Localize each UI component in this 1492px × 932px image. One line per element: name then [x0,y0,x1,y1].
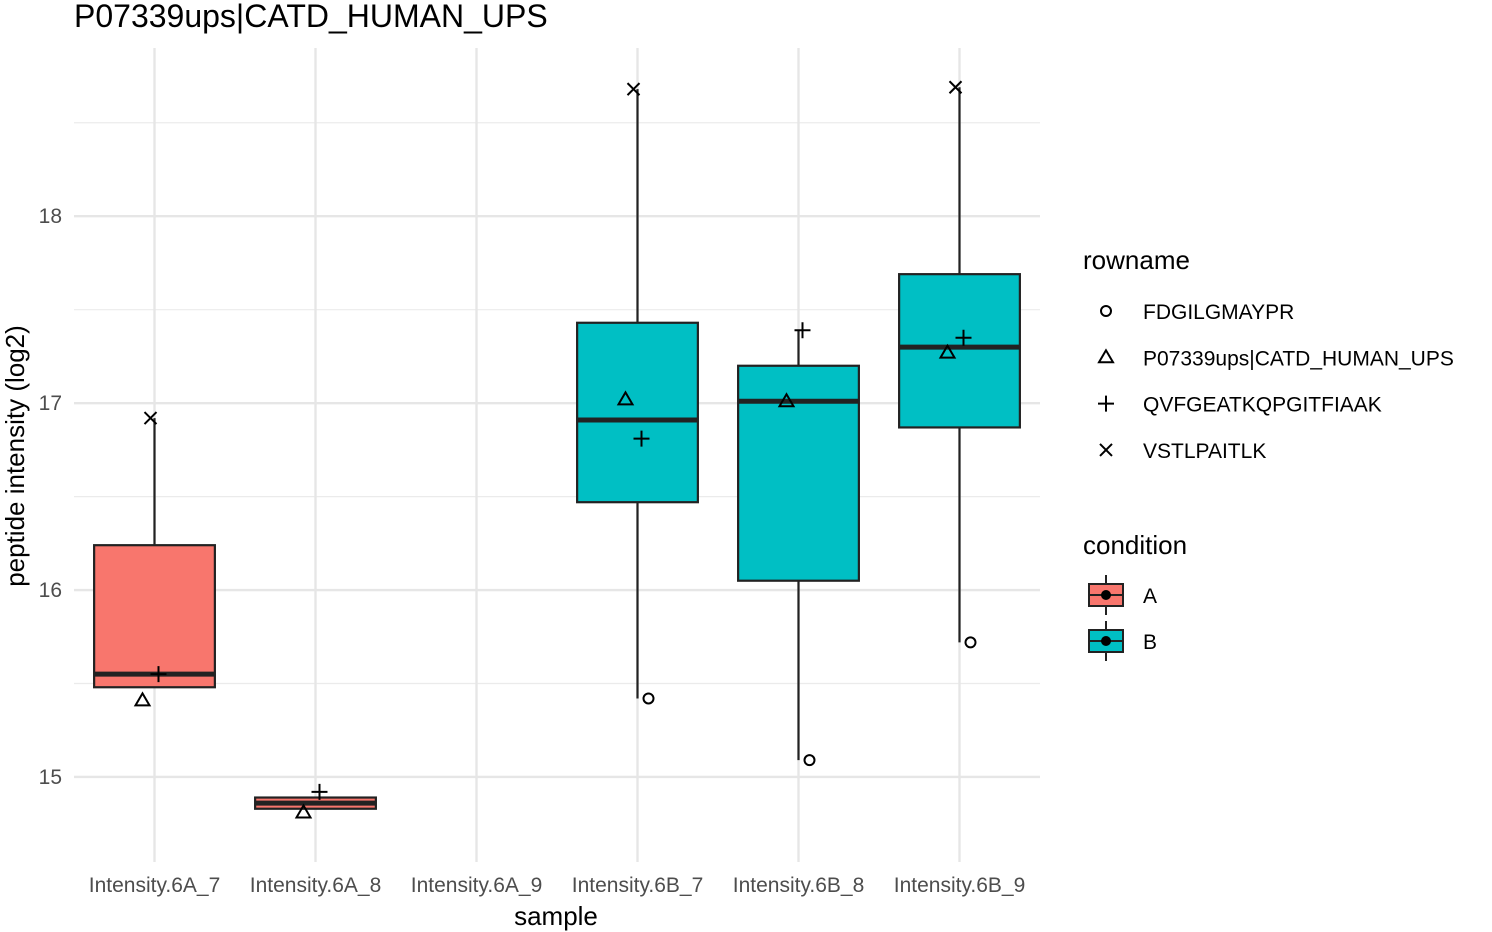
data-point [777,392,796,408]
data-point [964,636,977,649]
y-axis-title: peptide intensity (log2) [0,325,30,587]
boxes [93,87,1021,810]
data-point [133,691,152,707]
axis-ticks: 15 16 17 18 Intensity.6A_7 Intensity.6A_8 Inte… [39,205,1026,897]
data-point [955,329,972,346]
legend-condition-title: condition [1083,530,1187,560]
legend: rowname FDGILGMAYPR P07339ups|CATD_HUMAN_U… [1083,245,1454,661]
x-tick-label: Intensity.6B_7 [572,874,704,897]
y-tick-label: 17 [39,392,62,415]
data-point [803,754,816,767]
legend-shape-key [1100,305,1112,317]
legend-rowname-label: QVFGEATKQPGITFIAAK [1143,394,1382,417]
x-tick-label: Intensity.6A_7 [89,874,221,897]
y-tick-label: 16 [39,579,62,602]
box-b [576,321,699,504]
data-point [311,783,328,800]
data-point [616,390,635,406]
data-point [642,692,655,705]
data-point [938,343,957,359]
data-point [143,411,158,425]
legend-rowname-label: VSTLPAITLK [1143,440,1266,463]
x-tick-label: Intensity.6A_9 [411,874,543,897]
legend-condition-label: A [1143,585,1157,608]
legend-shape-key [1099,443,1113,457]
legend-condition-label: B [1143,631,1157,654]
box-b [898,273,1021,429]
x-tick-label: Intensity.6A_8 [250,874,382,897]
box-a [93,544,216,689]
x-tick-label: Intensity.6B_8 [733,874,865,897]
legend-shape-key [1097,348,1115,364]
legend-key-dot [1101,590,1111,600]
data-point [294,803,313,819]
x-tick-label: Intensity.6B_9 [894,874,1026,897]
y-tick-label: 18 [39,205,62,228]
data-point [948,80,963,94]
x-axis-title: sample [514,901,598,931]
legend-rowname-label: FDGILGMAYPR [1143,301,1294,324]
legend-shape-key [1098,395,1114,412]
data-point [633,430,650,447]
chart-title: P07339ups|CATD_HUMAN_UPS [74,0,548,34]
points [133,80,977,819]
data-point [150,666,167,683]
y-tick-label: 15 [39,766,62,789]
legend-rowname-label: P07339ups|CATD_HUMAN_UPS [1143,347,1454,370]
grid [74,48,1040,862]
data-point [626,82,641,96]
box-b [737,364,860,582]
legend-rowname-title: rowname [1083,245,1190,275]
data-point [794,322,811,339]
legend-key-dot [1101,636,1111,646]
